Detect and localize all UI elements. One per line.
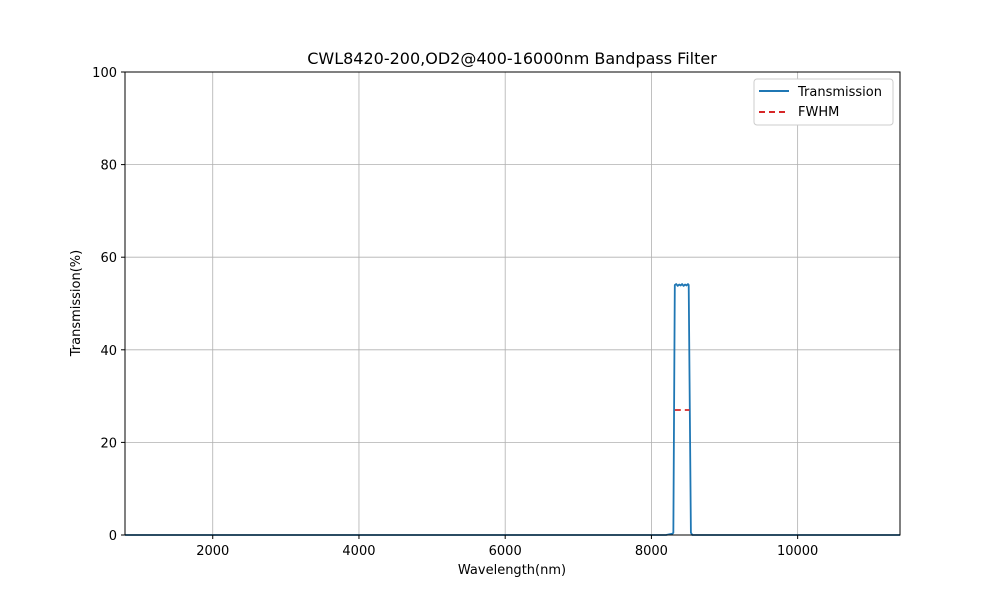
x-axis-label: Wavelength(nm)	[458, 563, 566, 578]
y-axis-label: Transmission(%)	[69, 250, 84, 357]
legend-fwhm-label: FWHM	[798, 105, 839, 120]
y-tick-label: 80	[100, 159, 117, 174]
series-line-transmission	[125, 283, 900, 536]
x-axis-ticks: 2000 4000 6000 8000 10000	[196, 535, 818, 559]
y-tick-label: 60	[100, 251, 117, 266]
x-tick-label: 2000	[196, 544, 229, 559]
y-tick-label: 100	[92, 66, 117, 81]
plot-frame	[124, 71, 901, 536]
x-tick-label: 6000	[489, 544, 522, 559]
y-tick-label: 20	[100, 436, 117, 451]
legend-transmission-label: Transmission	[797, 85, 882, 100]
x-tick-label: 4000	[342, 544, 375, 559]
x-tick-label: 10000	[777, 544, 818, 559]
series-layer	[125, 283, 900, 536]
y-tick-label: 40	[100, 344, 117, 359]
y-axis-ticks: 0 20 40 60 80 100	[92, 66, 125, 544]
chart-title: CWL8420-200,OD2@400-16000nm Bandpass Fil…	[307, 49, 717, 68]
y-tick-label: 0	[109, 529, 117, 544]
legend: Transmission FWHM	[753, 78, 894, 126]
x-tick-label: 8000	[635, 544, 668, 559]
